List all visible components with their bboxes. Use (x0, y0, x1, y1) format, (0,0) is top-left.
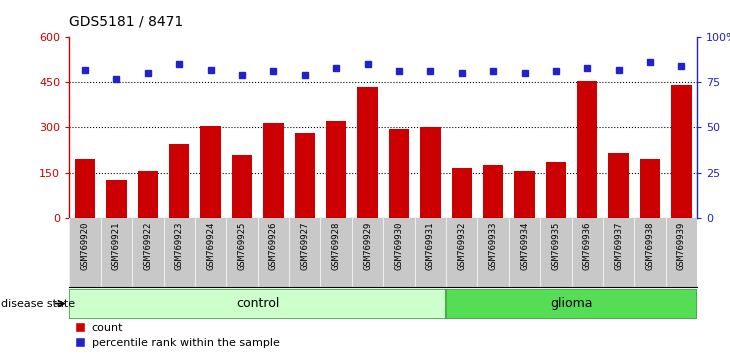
Bar (446, 289, 697, 319)
Text: disease state: disease state (1, 298, 75, 309)
Bar (169, 144, 189, 218)
Text: GSM769924: GSM769924 (206, 221, 215, 269)
Text: GDS5181 / 8471: GDS5181 / 8471 (69, 14, 184, 28)
Text: GSM769937: GSM769937 (614, 221, 623, 269)
Bar (232, 154, 252, 218)
Bar (609, 153, 629, 218)
Text: GSM769927: GSM769927 (300, 221, 310, 269)
Text: GSM769934: GSM769934 (520, 221, 529, 269)
Bar (264, 123, 283, 218)
Text: GSM769929: GSM769929 (363, 221, 372, 269)
Bar (577, 81, 597, 218)
Text: GSM769936: GSM769936 (583, 221, 592, 269)
Text: control: control (236, 297, 280, 310)
Bar (546, 162, 566, 218)
Text: GSM769928: GSM769928 (331, 221, 341, 269)
Bar (452, 168, 472, 218)
Bar (483, 165, 503, 218)
Legend: count, percentile rank within the sample: count, percentile rank within the sample (75, 322, 280, 348)
Text: GSM769930: GSM769930 (394, 221, 404, 269)
Bar (420, 127, 440, 218)
Text: GSM769923: GSM769923 (174, 221, 184, 269)
Bar (295, 133, 315, 218)
Bar (138, 171, 158, 218)
Bar (640, 159, 660, 218)
Text: GSM769931: GSM769931 (426, 221, 435, 269)
Text: GSM769933: GSM769933 (488, 221, 498, 269)
Bar (515, 171, 534, 218)
Bar (389, 129, 409, 218)
Text: GSM769920: GSM769920 (80, 221, 90, 269)
Bar (107, 180, 126, 218)
Bar (75, 159, 95, 218)
Text: GSM769921: GSM769921 (112, 221, 121, 269)
Bar (326, 121, 346, 218)
Bar (201, 126, 220, 218)
Text: GSM769925: GSM769925 (237, 221, 247, 269)
Text: GSM769926: GSM769926 (269, 221, 278, 269)
Text: GSM769939: GSM769939 (677, 221, 686, 269)
Bar (672, 85, 691, 218)
Text: GSM769922: GSM769922 (143, 221, 153, 269)
Text: GSM769938: GSM769938 (645, 221, 655, 269)
Text: GSM769935: GSM769935 (551, 221, 561, 269)
Text: glioma: glioma (550, 297, 593, 310)
Bar (69, 289, 446, 319)
Text: GSM769932: GSM769932 (457, 221, 466, 269)
Bar (358, 87, 377, 218)
